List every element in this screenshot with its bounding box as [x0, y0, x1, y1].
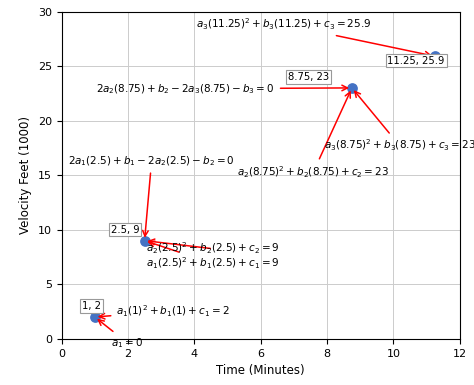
X-axis label: Time (Minutes): Time (Minutes)	[217, 364, 305, 377]
Point	[431, 53, 438, 59]
Text: 8.75, 23: 8.75, 23	[288, 72, 329, 82]
Text: $a_2(8.75)^2 + b_2(8.75) + c_2 = 23$: $a_2(8.75)^2 + b_2(8.75) + c_2 = 23$	[237, 92, 389, 179]
Text: $a_1(1)^2 + b_1(1) +  c_1 = 2$: $a_1(1)^2 + b_1(1) + c_1 = 2$	[99, 303, 230, 319]
Text: 2.5, 9: 2.5, 9	[111, 224, 139, 234]
Text: $a_1 = 0$: $a_1 = 0$	[98, 320, 143, 350]
Y-axis label: Velocity Feet (1000): Velocity Feet (1000)	[19, 116, 32, 234]
Text: $a_2(2.5)^2 + b_2(2.5) + c_2 = 9$: $a_2(2.5)^2 + b_2(2.5) + c_2 = 9$	[146, 239, 280, 256]
Text: 11.25, 25.9: 11.25, 25.9	[387, 55, 445, 65]
Text: 1, 2: 1, 2	[82, 301, 101, 311]
Point	[348, 85, 356, 91]
Text: $a_3(8.75)^2 + b_3(8.75) + c_3 = 23$: $a_3(8.75)^2 + b_3(8.75) + c_3 = 23$	[324, 91, 474, 153]
Text: $2a_2(8.75)+ b_2 - 2a_3 (8.75)- b_3=0$: $2a_2(8.75)+ b_2 - 2a_3 (8.75)- b_3=0$	[97, 82, 347, 95]
Text: $a_1(2.5)^2 + b_1(2.5) + c_1 = 9$: $a_1(2.5)^2 + b_1(2.5) + c_1 = 9$	[146, 241, 280, 271]
Text: $2a_1(2.5)+ b_1 - 2a_2(2.5)- b_2 = 0$: $2a_1(2.5)+ b_1 - 2a_2(2.5)- b_2 = 0$	[68, 154, 235, 236]
Point	[141, 238, 148, 244]
Text: $a_3(11.25)^2 + b_3(11.25) + c_3 = 25.9$: $a_3(11.25)^2 + b_3(11.25) + c_3 = 25.9$	[196, 17, 430, 57]
Point	[91, 314, 99, 320]
